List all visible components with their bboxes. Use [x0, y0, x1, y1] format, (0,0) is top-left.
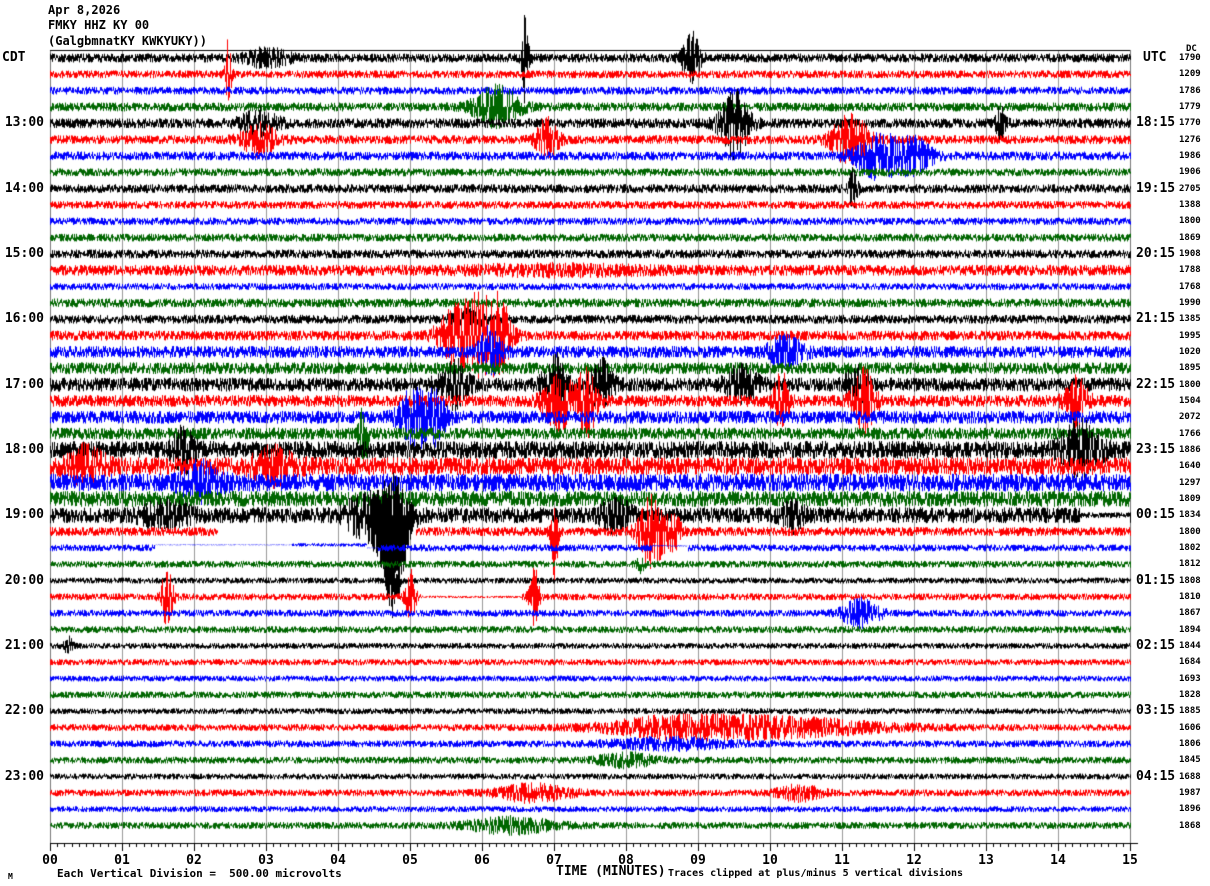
dc-offset-value: 1986 — [1179, 150, 1201, 161]
dc-offset-value: 1276 — [1179, 134, 1201, 145]
cdt-hour-label: 21:00 — [4, 637, 44, 653]
right-timezone-label: UTC — [1143, 50, 1167, 65]
dc-offset-value: 1808 — [1179, 575, 1201, 586]
utc-hour-label: 00:15 — [1136, 507, 1176, 523]
dc-column-header: DC — [1186, 44, 1197, 54]
dc-offset-value: 1504 — [1179, 395, 1201, 406]
utc-hour-label: 01:15 — [1136, 572, 1176, 588]
corner-glyph: M — [8, 872, 13, 881]
dc-offset-value: 1790 — [1179, 53, 1201, 63]
utc-hour-label: 20:15 — [1136, 245, 1176, 261]
x-tick-label: 06 — [474, 853, 490, 868]
x-tick-label: 13 — [978, 853, 994, 868]
dc-offset-value: 1388 — [1179, 199, 1201, 210]
dc-offset-value: 1779 — [1179, 101, 1201, 112]
dc-offset-value: 1995 — [1179, 330, 1201, 341]
header-date: Apr 8,2026 — [48, 3, 121, 17]
dc-offset-value: 1896 — [1179, 804, 1201, 815]
vertical-scale-note: Each Vertical Division = 500.00 microvol… — [57, 867, 342, 880]
dc-offset-value: 1684 — [1179, 657, 1201, 668]
dc-offset-value: 2072 — [1179, 412, 1201, 423]
cdt-hour-label: 17:00 — [4, 376, 44, 392]
dc-offset-value: 1800 — [1179, 526, 1201, 537]
utc-hour-label: 22:15 — [1136, 376, 1176, 392]
dc-offset-value: 1885 — [1179, 706, 1201, 717]
dc-offset-value: 1786 — [1179, 85, 1201, 96]
utc-hour-label: 02:15 — [1136, 637, 1176, 653]
x-tick-label: 04 — [330, 853, 346, 868]
dc-offset-value: 1886 — [1179, 444, 1201, 455]
dc-offset-value: 1867 — [1179, 608, 1201, 619]
cdt-hour-label: 14:00 — [4, 180, 44, 196]
dc-offset-value: 1908 — [1179, 248, 1201, 259]
clipping-note: Traces clipped at plus/minus 5 vertical … — [668, 868, 964, 879]
utc-hour-label: 03:15 — [1136, 703, 1176, 719]
cdt-hour-label: 16:00 — [4, 311, 44, 327]
utc-hour-label: 18:15 — [1136, 115, 1176, 131]
left-timezone-label: CDT — [2, 50, 26, 65]
dc-offset-value: 1688 — [1179, 771, 1201, 782]
x-tick-label: 08 — [618, 853, 634, 868]
x-axis-title: TIME (MINUTES) — [556, 864, 666, 879]
dc-offset-value: 1806 — [1179, 738, 1201, 749]
dc-offset-value: 1906 — [1179, 167, 1201, 178]
dc-offset-value: 1869 — [1179, 232, 1201, 243]
dc-offset-value: 1990 — [1179, 297, 1201, 308]
dc-offset-value: 1895 — [1179, 363, 1201, 374]
x-tick-label: 14 — [1050, 853, 1066, 868]
cdt-hour-label: 23:00 — [4, 768, 44, 784]
x-tick-label: 12 — [906, 853, 922, 868]
utc-hour-label: 19:15 — [1136, 180, 1176, 196]
dc-offset-value: 1297 — [1179, 477, 1201, 488]
dc-offset-value: 1868 — [1179, 820, 1201, 831]
x-tick-label: 07 — [546, 853, 562, 868]
x-tick-label: 02 — [186, 853, 202, 868]
utc-hour-label: 23:15 — [1136, 441, 1176, 457]
dc-offset-value: 1834 — [1179, 510, 1201, 521]
dc-offset-value: 1640 — [1179, 461, 1201, 472]
dc-offset-value: 1987 — [1179, 787, 1201, 798]
dc-offset-value: 1788 — [1179, 265, 1201, 276]
dc-offset-value: 1770 — [1179, 118, 1201, 129]
dc-offset-value: 1209 — [1179, 69, 1201, 80]
x-tick-label: 09 — [690, 853, 706, 868]
dc-offset-value: 2705 — [1179, 183, 1201, 194]
dc-offset-value: 1385 — [1179, 314, 1201, 325]
dc-offset-value: 1802 — [1179, 542, 1201, 553]
header-location: (GalgbmnatKY KWKYUKY)) — [48, 34, 207, 48]
dc-offset-value: 1606 — [1179, 722, 1201, 733]
cdt-hour-label: 13:00 — [4, 115, 44, 131]
x-tick-label: 01 — [114, 853, 130, 868]
cdt-hour-label: 15:00 — [4, 245, 44, 261]
dc-offset-value: 1020 — [1179, 346, 1201, 357]
x-tick-label: 05 — [402, 853, 418, 868]
dc-offset-value: 1812 — [1179, 559, 1201, 570]
x-tick-label: 15 — [1122, 853, 1138, 868]
cdt-hour-label: 19:00 — [4, 507, 44, 523]
utc-hour-label: 04:15 — [1136, 768, 1176, 784]
header-station: FMKY HHZ KY 00 — [48, 18, 150, 32]
dc-offset-value: 1809 — [1179, 493, 1201, 504]
dc-offset-value: 1894 — [1179, 624, 1201, 635]
cdt-hour-label: 18:00 — [4, 441, 44, 457]
dc-offset-value: 1810 — [1179, 591, 1201, 602]
x-tick-label: 11 — [834, 853, 850, 868]
dc-offset-value: 1693 — [1179, 673, 1201, 684]
cdt-hour-label: 20:00 — [4, 572, 44, 588]
dc-offset-value: 1844 — [1179, 640, 1201, 651]
dc-offset-value: 1768 — [1179, 281, 1201, 292]
dc-offset-value: 1800 — [1179, 216, 1201, 227]
cdt-hour-label: 22:00 — [4, 703, 44, 719]
dc-offset-value: 1845 — [1179, 755, 1201, 766]
x-tick-label: 03 — [258, 853, 274, 868]
x-tick-label: 10 — [762, 853, 778, 868]
dc-offset-value: 1828 — [1179, 689, 1201, 700]
dc-offset-value: 1800 — [1179, 379, 1201, 390]
x-tick-label: 00 — [42, 853, 58, 868]
dc-offset-value: 1766 — [1179, 428, 1201, 439]
utc-hour-label: 21:15 — [1136, 311, 1176, 327]
